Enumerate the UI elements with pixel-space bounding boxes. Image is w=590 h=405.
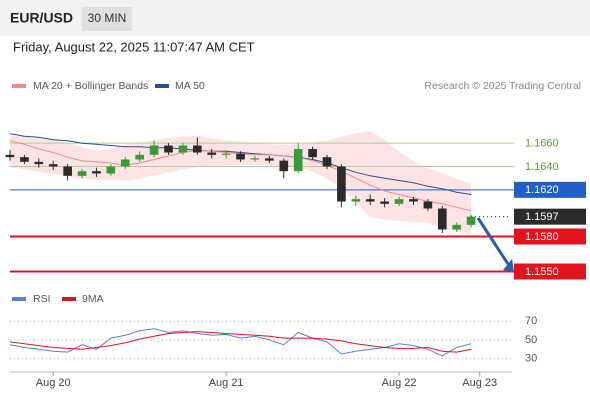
legend-swatch [12, 84, 26, 88]
candle-body [164, 145, 173, 153]
level-label: 1.1550 [525, 266, 559, 278]
level-label: 1.1640 [525, 161, 559, 173]
legend-swatch [12, 297, 26, 301]
candle-body [236, 153, 245, 160]
candle-body [192, 145, 202, 153]
candle-body [63, 166, 72, 176]
legend-label: MA 20 + Bollinger Bands [33, 80, 148, 92]
candle-body [293, 149, 303, 172]
level-label: 1.1580 [525, 231, 559, 243]
indicator-line [9, 331, 472, 353]
legend-label: 9MA [82, 293, 104, 305]
interval: 30 MIN [88, 11, 127, 25]
level-label: 1.1620 [525, 184, 559, 196]
candle-body [221, 153, 231, 155]
candle-body [149, 145, 159, 155]
legend-swatch [155, 84, 169, 88]
candle-body [120, 159, 130, 167]
y-tick-label: 50 [525, 334, 537, 346]
level-label-box [514, 228, 586, 245]
candle-body [135, 154, 145, 160]
candle-body [437, 208, 447, 230]
legend-label: RSI [33, 293, 51, 305]
y-tick-label: 70 [525, 315, 537, 327]
bollinger-lower [9, 163, 472, 235]
datetime: Friday, August 22, 2025 11:07:47 AM CET [13, 39, 255, 54]
candle-body [48, 164, 58, 167]
forecast-arrow [476, 217, 510, 265]
candle-body [92, 171, 101, 174]
interval-box [82, 7, 132, 31]
candle-body [466, 216, 476, 225]
candle-body [265, 158, 274, 161]
forecast-arrowhead [503, 259, 514, 272]
candle-body [250, 158, 260, 160]
candle-body [351, 199, 361, 202]
candle-body [322, 157, 332, 167]
candle-body [365, 199, 375, 202]
candle-body [20, 157, 29, 162]
symbol: EUR/USD [10, 10, 73, 26]
price-panel: 1.1660 1.1640 1.1620 1.1597 1.1580 1.1550 [5, 130, 586, 280]
indicator-line [9, 328, 472, 357]
y-tick-label: 30 [525, 353, 537, 365]
x-tick-label: Aug 23 [462, 377, 497, 389]
source: Research © 2025 Trading Central [424, 80, 581, 92]
candle-body [34, 161, 44, 165]
level-label-box [514, 181, 586, 198]
level-label-box [514, 263, 586, 280]
candle-body [279, 160, 289, 172]
level-label: 1.1660 [525, 138, 559, 150]
legend-swatch [62, 297, 76, 301]
candle-body [77, 171, 87, 176]
candle-body [308, 149, 317, 158]
candle-body [452, 224, 462, 230]
candle-body [178, 145, 188, 153]
level-label-box [514, 208, 586, 225]
candle-body [394, 199, 404, 204]
candle-body [106, 166, 116, 174]
level-label: 1.1597 [525, 211, 559, 223]
candle-body [409, 199, 418, 202]
x-tick-label: Aug 22 [382, 377, 417, 389]
candle-body [5, 154, 15, 158]
bollinger-upper [9, 130, 472, 185]
candle-body [337, 166, 346, 202]
candle-body [380, 201, 389, 204]
candle-body [423, 201, 433, 209]
rsi-panel: 70 50 30 Aug 20 Aug 21 Aug 22 Aug 23 [9, 315, 537, 389]
x-tick-label: Aug 20 [36, 377, 71, 389]
candle-body [207, 152, 217, 155]
x-tick-label: Aug 21 [209, 377, 244, 389]
legend-label: MA 50 [175, 80, 205, 92]
